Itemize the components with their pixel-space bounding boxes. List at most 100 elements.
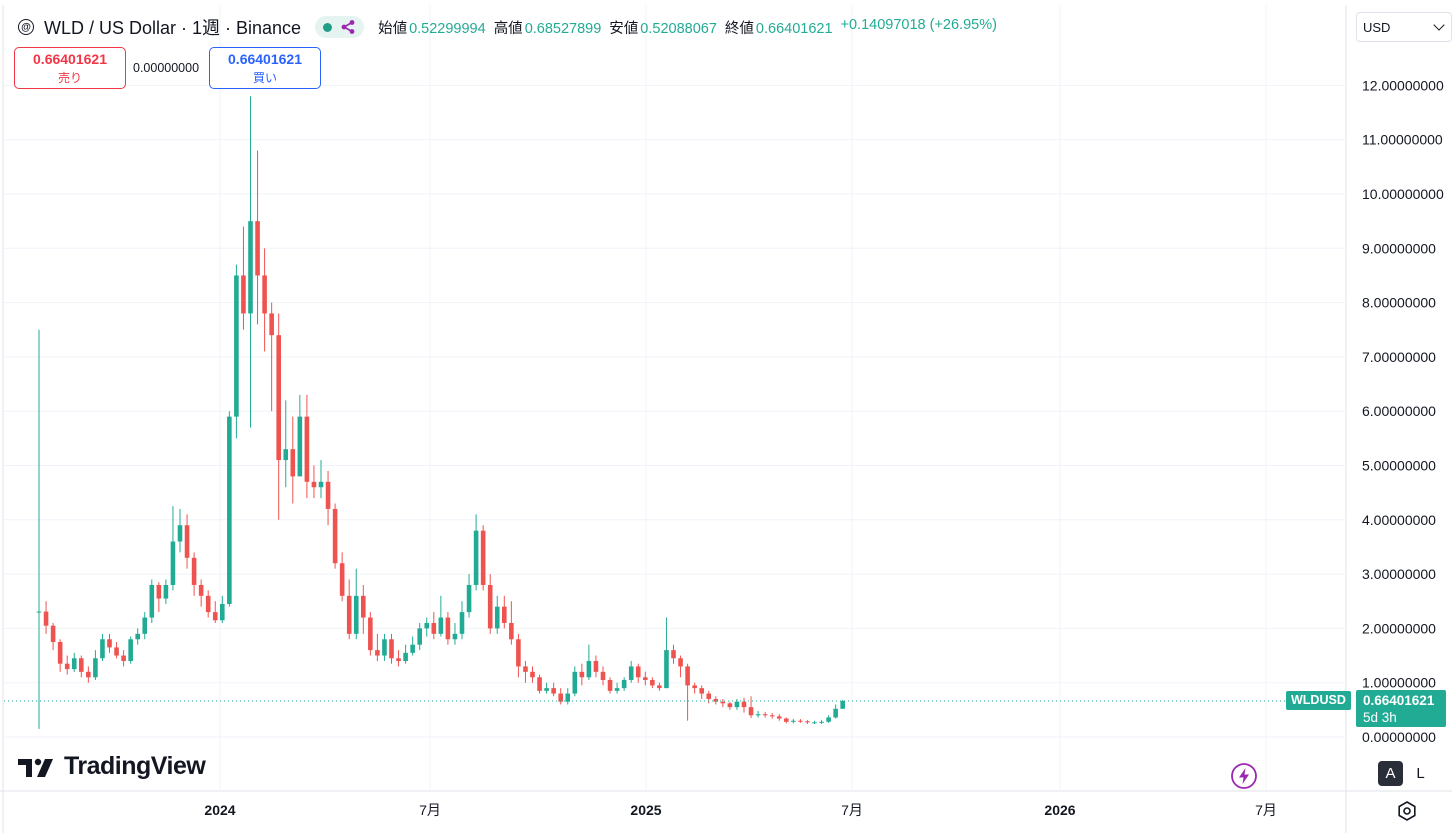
candle[interactable] — [643, 671, 648, 686]
candle[interactable] — [375, 633, 380, 661]
candle[interactable] — [614, 682, 620, 694]
candle[interactable] — [741, 697, 747, 713]
candle[interactable] — [650, 677, 655, 689]
candle[interactable] — [332, 503, 338, 569]
currency-select[interactable]: USD — [1356, 12, 1452, 42]
candle[interactable] — [318, 460, 324, 499]
candle[interactable] — [346, 579, 352, 640]
candle[interactable] — [776, 714, 782, 721]
candle[interactable] — [43, 601, 49, 634]
candle[interactable] — [445, 612, 451, 645]
candle[interactable] — [762, 712, 768, 718]
candle[interactable] — [586, 644, 592, 680]
candle[interactable] — [438, 595, 444, 637]
candle[interactable] — [304, 394, 310, 499]
candle[interactable] — [220, 595, 225, 623]
candle[interactable] — [191, 552, 197, 596]
sell-button[interactable]: 0.66401621 売り — [14, 47, 126, 89]
candle[interactable] — [755, 710, 761, 718]
candle[interactable] — [212, 601, 218, 623]
candle[interactable] — [163, 579, 169, 604]
candle[interactable] — [530, 666, 535, 683]
gear-icon[interactable] — [1396, 800, 1418, 822]
candle[interactable] — [57, 639, 63, 672]
candle[interactable] — [248, 96, 253, 428]
candle[interactable] — [276, 313, 281, 520]
candle[interactable] — [234, 264, 239, 439]
candle[interactable] — [812, 720, 817, 724]
share-icon[interactable] — [340, 19, 356, 35]
candle[interactable] — [431, 612, 437, 640]
candle[interactable] — [551, 682, 556, 697]
symbol-title[interactable]: WLD / US Dollar · 1週 · Binance — [44, 18, 302, 38]
candle[interactable] — [565, 688, 571, 705]
candle[interactable] — [600, 666, 606, 686]
candle[interactable] — [678, 655, 683, 678]
candle[interactable] — [558, 688, 563, 705]
candle[interactable] — [473, 514, 479, 591]
candle[interactable] — [100, 633, 105, 661]
candle[interactable] — [36, 329, 42, 729]
candle[interactable] — [621, 677, 627, 691]
candle[interactable] — [819, 720, 824, 724]
candle[interactable] — [480, 525, 486, 591]
candle[interactable] — [382, 633, 387, 661]
candle[interactable] — [339, 552, 345, 602]
auto-scale-button[interactable]: A — [1378, 761, 1403, 786]
candles[interactable] — [36, 96, 845, 729]
candle[interactable] — [71, 652, 77, 672]
candle[interactable] — [198, 579, 204, 607]
candle[interactable] — [502, 595, 507, 629]
candle[interactable] — [826, 715, 831, 723]
candle[interactable] — [509, 601, 514, 645]
candle[interactable] — [114, 641, 119, 659]
candle[interactable] — [396, 650, 401, 667]
candle[interactable] — [50, 622, 56, 651]
candle[interactable] — [748, 696, 754, 718]
time-axis[interactable]: 2024 7月 2025 7月 2026 7月 — [204, 802, 1276, 818]
candle[interactable] — [713, 696, 719, 705]
candle[interactable] — [523, 660, 528, 683]
market-status-pill[interactable] — [315, 16, 365, 38]
buy-button[interactable]: 0.66401621 買い — [209, 47, 321, 89]
candle[interactable] — [177, 508, 183, 553]
candle[interactable] — [403, 644, 408, 664]
candle[interactable] — [487, 574, 493, 634]
candle[interactable] — [93, 650, 98, 680]
candle[interactable] — [410, 636, 415, 656]
candle[interactable] — [424, 617, 430, 637]
candle[interactable] — [791, 719, 796, 724]
candle[interactable] — [297, 394, 303, 477]
candle[interactable] — [459, 601, 465, 640]
candle[interactable] — [452, 622, 458, 645]
candle[interactable] — [840, 699, 845, 709]
candle[interactable] — [86, 666, 91, 683]
candle[interactable] — [311, 465, 317, 499]
candle[interactable] — [685, 663, 690, 721]
candle[interactable] — [635, 663, 641, 683]
candle[interactable] — [769, 713, 775, 719]
candle[interactable] — [64, 655, 70, 675]
candle[interactable] — [269, 302, 274, 412]
candle[interactable] — [720, 698, 726, 708]
candle[interactable] — [290, 416, 296, 504]
candle[interactable] — [368, 612, 373, 656]
candle[interactable] — [107, 633, 112, 653]
candle[interactable] — [142, 612, 148, 640]
candle[interactable] — [798, 719, 803, 723]
candle[interactable] — [671, 644, 676, 664]
candle[interactable] — [170, 506, 176, 591]
candle[interactable] — [149, 579, 155, 623]
candle[interactable] — [417, 622, 422, 651]
log-scale-button[interactable]: L — [1408, 761, 1433, 786]
candle[interactable] — [205, 590, 211, 618]
candle[interactable] — [283, 400, 289, 488]
lightning-icon[interactable] — [1230, 762, 1258, 790]
candle[interactable] — [692, 682, 697, 694]
candle[interactable] — [361, 584, 366, 634]
candle[interactable] — [121, 650, 126, 667]
candle[interactable] — [784, 717, 789, 724]
candle[interactable] — [593, 655, 599, 678]
